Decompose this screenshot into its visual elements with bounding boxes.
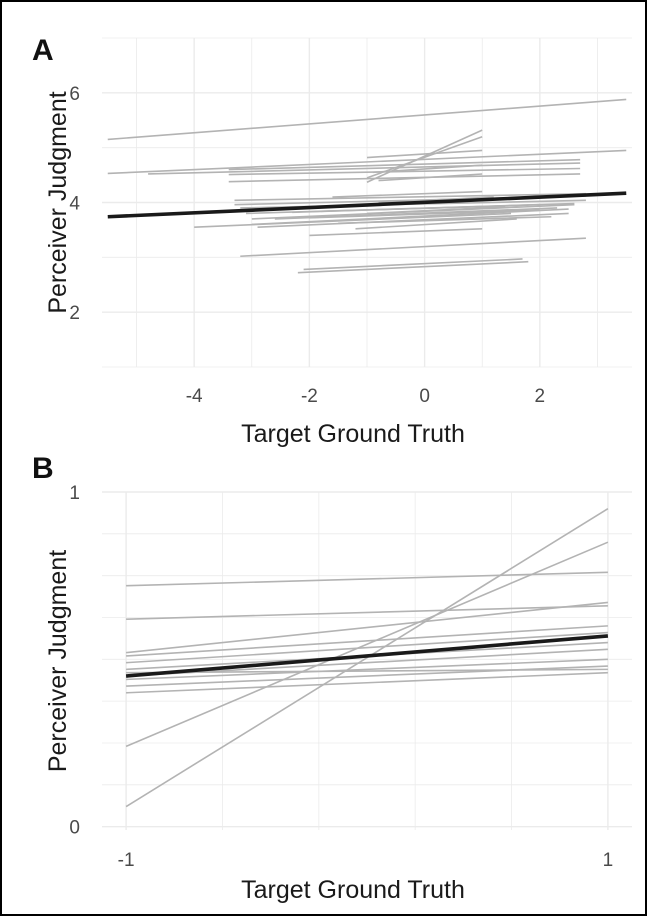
perceiver-line-21 [309, 209, 540, 219]
x-axis-title: Target Ground Truth [241, 420, 465, 448]
y-tick-label: 2 [69, 303, 80, 324]
perceiver-line-2 [107, 149, 627, 175]
x-axis-title: Target Ground Truth [241, 876, 465, 904]
perceiver-line-11 [378, 173, 483, 182]
x-tick-label: 0 [419, 386, 430, 407]
perceiver-line-7 [366, 129, 483, 183]
perceiver-line-12 [126, 668, 608, 674]
perceiver-line-2 [125, 541, 609, 748]
panel-b: -1 1 0 1 Target Ground Truth Perceiver Judgme… [32, 452, 632, 904]
perceiver-line-32 [303, 258, 523, 271]
perceiver-line-5 [228, 167, 581, 176]
perceiver-line-10 [126, 658, 608, 681]
average-line [125, 634, 609, 678]
x-tick-label: -2 [301, 386, 318, 407]
perceiver-line-29 [332, 190, 483, 198]
perceiver-line-4 [126, 604, 608, 620]
perceiver-line-12 [234, 192, 586, 202]
perceiver-line-1 [107, 98, 627, 141]
y-axis-title: Perceiver Judgment [44, 550, 72, 772]
y-tick-label: 0 [69, 818, 80, 839]
panel-label: A [32, 34, 54, 67]
perceiver-line-6 [228, 173, 581, 183]
y-tick-label: 4 [69, 194, 80, 215]
perceiver-line-13 [126, 671, 608, 694]
y-tick-label: 6 [69, 84, 80, 105]
x-tick-label: 1 [603, 850, 614, 871]
y-tick-label: 1 [69, 483, 80, 504]
perceiver-line-3 [126, 571, 608, 587]
perceiver-line-10 [372, 164, 483, 174]
x-tick-label: 2 [535, 386, 546, 407]
perceiver-line-25 [366, 206, 506, 215]
panel-label: B [32, 452, 54, 485]
perceiver-line-23 [338, 215, 552, 225]
perceiver-line-9 [366, 149, 483, 159]
perceiver-line-7 [126, 631, 608, 664]
perceiver-line-3 [148, 162, 581, 175]
perceiver-line-24 [355, 218, 517, 230]
x-tick-label: -1 [118, 850, 135, 871]
perceiver-line-6 [126, 625, 608, 657]
perceiver-line-28 [309, 228, 483, 237]
perceiver-line-31 [297, 260, 529, 274]
panel-a: -4 -2 0 2 2 4 6 Target Ground Truth Perceiver Ju… [32, 34, 632, 448]
perceiver-line-26 [378, 196, 494, 204]
x-tick-label: -4 [186, 386, 203, 407]
perceiver-line-5 [126, 601, 608, 654]
y-axis-title: Perceiver Judgment [44, 91, 72, 313]
perceiver-line-27 [194, 212, 512, 228]
perceiver-line-30 [240, 237, 586, 258]
average-line [107, 191, 627, 219]
perceiver-line-22 [320, 204, 529, 213]
